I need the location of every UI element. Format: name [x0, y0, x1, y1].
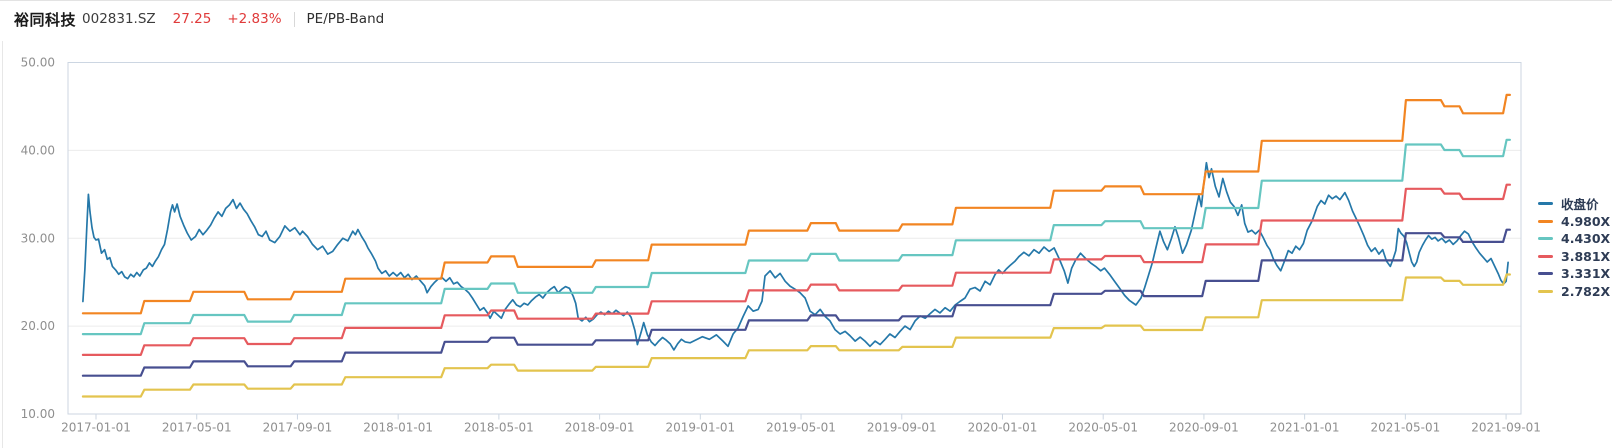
x-axis-label: 2019-01-01: [665, 421, 735, 435]
y-axis-label: 20.00: [21, 319, 55, 333]
x-axis-label: 2018-09-01: [565, 421, 635, 435]
stock-code: 002831.SZ: [82, 11, 156, 27]
pe-band-line-4.980X[interactable]: [81, 93, 1511, 315]
x-axis-label: 2017-01-01: [61, 421, 131, 435]
x-axis-label: 2021-09-01: [1471, 421, 1541, 435]
header: 裕同科技 002831.SZ 27.25 +2.83% PE/PB-Band: [0, 1, 1612, 37]
stock-price: 27.25: [172, 11, 212, 27]
plot-border: [67, 62, 1522, 415]
pe-band-line-3.331X[interactable]: [81, 228, 1511, 377]
x-axis-label: 2018-05-01: [464, 421, 534, 435]
x-axis-label: 2021-05-01: [1370, 421, 1440, 435]
y-axis-label: 30.00: [21, 231, 55, 245]
x-axis-label: 2021-01-01: [1270, 421, 1340, 435]
x-axis-label: 2020-01-01: [968, 421, 1038, 435]
legend-item-4.430X[interactable]: 4.430X: [1538, 230, 1612, 248]
legend-label: 3.331X: [1561, 266, 1611, 282]
x-axis-label: 2017-09-01: [263, 421, 333, 435]
pe-band-line-3.881X[interactable]: [81, 183, 1511, 356]
pe-band-line-2.782X[interactable]: [81, 273, 1511, 398]
legend-label: 2.782X: [1561, 283, 1611, 299]
pe-band-line-4.430X[interactable]: [81, 138, 1511, 336]
legend-item-close[interactable]: 收盘价: [1538, 195, 1612, 213]
x-axis-label: 2019-05-01: [766, 421, 836, 435]
y-axis-label: 50.00: [21, 56, 55, 70]
x-axis-label: 2017-05-01: [162, 421, 232, 435]
legend-label: 收盘价: [1561, 197, 1599, 213]
close-price-line[interactable]: [82, 161, 1509, 351]
legend-swatch-icon: [1538, 219, 1553, 223]
x-axis-label: 2020-09-01: [1169, 421, 1239, 435]
change-percent: +2.83%: [227, 11, 282, 27]
legend-label: 4.980X: [1561, 213, 1611, 229]
legend-swatch-icon: [1538, 289, 1553, 293]
legend-swatch-icon: [1538, 237, 1553, 241]
legend-item-3.331X[interactable]: 3.331X: [1538, 265, 1612, 283]
legend-item-2.782X[interactable]: 2.782X: [1538, 283, 1612, 301]
x-axis-label: 2019-09-01: [867, 421, 937, 435]
legend-swatch-icon: [1538, 202, 1553, 206]
legend-item-4.980X[interactable]: 4.980X: [1538, 213, 1612, 231]
y-axis-label: 10.00: [21, 407, 55, 421]
legend-swatch-icon: [1538, 254, 1553, 258]
chart-legend: 收盘价 4.980X 4.430X 3.881X 3.331X 2.782X: [1538, 195, 1612, 300]
x-axis-label: 2020-05-01: [1068, 421, 1138, 435]
header-divider: [293, 11, 295, 27]
stock-name: 裕同科技: [14, 10, 77, 29]
y-axis-label: 40.00: [21, 143, 55, 157]
x-axis-label: 2018-01-01: [363, 421, 433, 435]
legend-label: 4.430X: [1561, 231, 1611, 247]
legend-label: 3.881X: [1561, 248, 1611, 264]
chart-type-label: PE/PB-Band: [306, 11, 385, 27]
legend-item-3.881X[interactable]: 3.881X: [1538, 248, 1612, 266]
legend-swatch-icon: [1538, 272, 1553, 276]
